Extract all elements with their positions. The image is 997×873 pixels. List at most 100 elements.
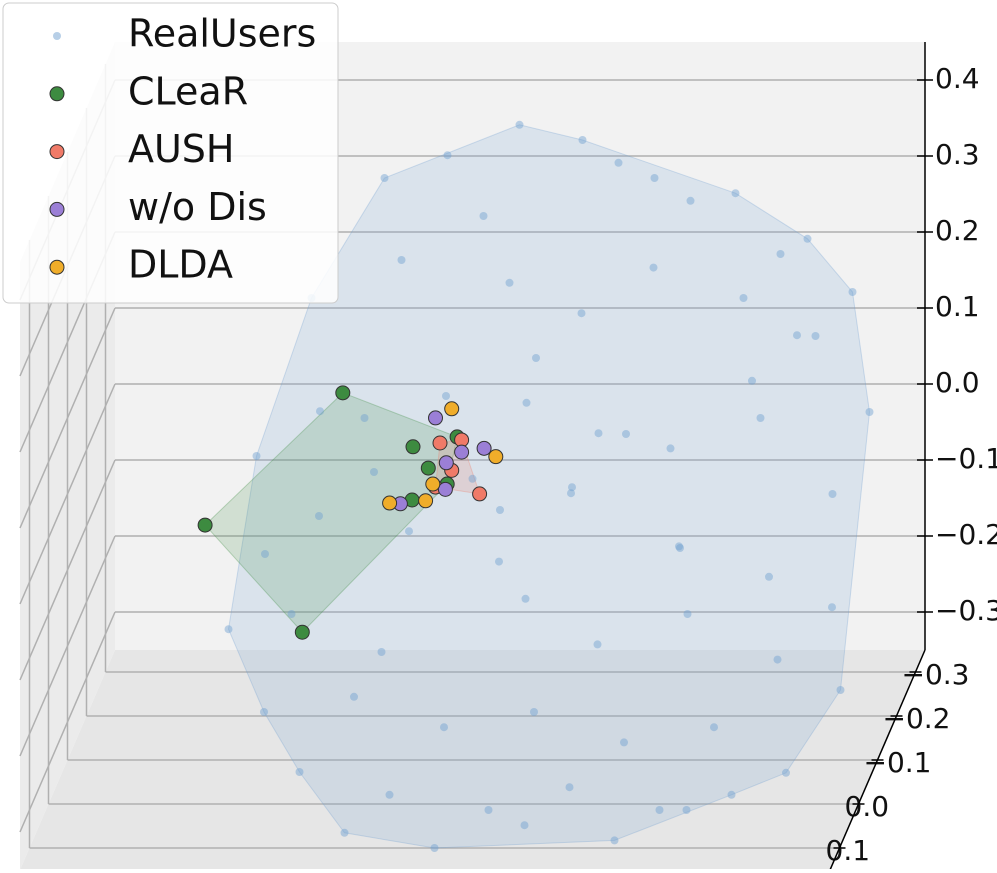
user-point	[731, 189, 740, 198]
legend-marker	[49, 144, 65, 160]
user-point	[316, 407, 324, 416]
user-point	[782, 768, 790, 777]
z-tick-label: −0.1	[935, 442, 997, 475]
user-point	[727, 790, 736, 799]
user-point	[614, 158, 623, 167]
user-point	[578, 136, 587, 144]
user-point	[828, 490, 837, 498]
user-point	[370, 468, 378, 476]
legend-marker	[49, 86, 65, 102]
user-point	[442, 392, 450, 400]
y-tick-label: 0.1	[826, 834, 871, 867]
user-point	[649, 263, 658, 272]
z-tick-label: 0.1	[935, 290, 980, 323]
user-point	[773, 655, 782, 664]
attack-point	[335, 385, 351, 401]
user-point	[620, 738, 628, 747]
user-point	[530, 708, 538, 716]
z-tick-label: 0.0	[935, 366, 980, 399]
user-point	[682, 806, 691, 814]
attack-point	[476, 440, 492, 456]
attack-point	[405, 439, 421, 455]
attack-point	[428, 410, 443, 426]
user-point	[397, 256, 406, 264]
user-point	[710, 723, 718, 732]
user-point	[739, 294, 748, 302]
user-point	[252, 452, 261, 460]
user-point	[350, 692, 358, 701]
user-point	[593, 640, 602, 649]
user-point	[803, 234, 812, 243]
attack-point	[294, 624, 310, 640]
z-tick-label: 0.2	[935, 214, 980, 247]
user-point	[261, 550, 269, 558]
user-point	[315, 512, 323, 520]
attack-point	[432, 435, 448, 451]
user-point	[828, 603, 836, 612]
user-point	[676, 544, 684, 552]
user-point	[686, 196, 695, 205]
legend-marker	[53, 32, 61, 40]
user-point	[675, 542, 683, 551]
user-point	[610, 836, 619, 845]
attack-point	[454, 444, 470, 460]
user-point	[360, 414, 369, 422]
y-tick-label: −0.3	[902, 658, 970, 691]
user-point	[577, 309, 586, 318]
user-point	[377, 648, 386, 656]
legend-marker	[49, 201, 65, 217]
user-point	[793, 331, 801, 340]
z-tick-label: −0.2	[935, 518, 997, 551]
user-point	[622, 430, 630, 438]
legend-box	[2, 2, 339, 304]
user-point	[568, 483, 576, 492]
user-point	[224, 625, 233, 634]
user-point	[496, 506, 504, 514]
user-point	[520, 821, 529, 830]
attack-point	[197, 517, 213, 533]
user-point	[405, 527, 413, 536]
user-point	[836, 686, 845, 694]
user-point	[811, 332, 820, 340]
attack-point	[472, 486, 488, 502]
legend-label: DLDA	[128, 243, 233, 287]
user-point	[683, 610, 692, 618]
user-point	[468, 474, 477, 483]
attack-point	[438, 455, 454, 471]
user-point	[484, 806, 493, 814]
user-point	[380, 174, 389, 182]
user-point	[848, 288, 857, 296]
y-tick-label: −0.2	[883, 702, 951, 735]
user-point	[515, 120, 524, 129]
user-point	[748, 376, 756, 385]
user-point	[440, 723, 448, 732]
z-tick-label: 0.3	[935, 138, 980, 171]
legend-label: AUSH	[128, 127, 235, 171]
user-point	[594, 429, 603, 438]
user-point	[287, 610, 296, 618]
y-tick-label: −0.1	[864, 746, 932, 779]
user-point	[495, 557, 503, 566]
user-point	[650, 174, 659, 182]
user-point	[385, 790, 394, 799]
user-point	[430, 844, 439, 852]
attack-point	[420, 460, 436, 476]
attack-point	[437, 481, 453, 497]
user-point	[655, 806, 664, 814]
user-point	[666, 444, 675, 453]
user-point	[295, 768, 304, 776]
user-point	[565, 783, 574, 792]
legend-label: CLeaR	[128, 69, 248, 113]
attack-point	[382, 495, 398, 511]
user-point	[567, 489, 575, 498]
y-tick-label: 0.0	[845, 790, 890, 823]
user-point	[865, 408, 874, 416]
legend-label: w/o Dis	[128, 185, 267, 229]
legend-label: RealUsers	[128, 12, 316, 56]
hull	[227, 124, 871, 849]
user-point	[443, 151, 452, 160]
user-point	[340, 828, 349, 837]
attack-point	[444, 401, 460, 417]
z-tick-label: −0.3	[935, 594, 997, 627]
